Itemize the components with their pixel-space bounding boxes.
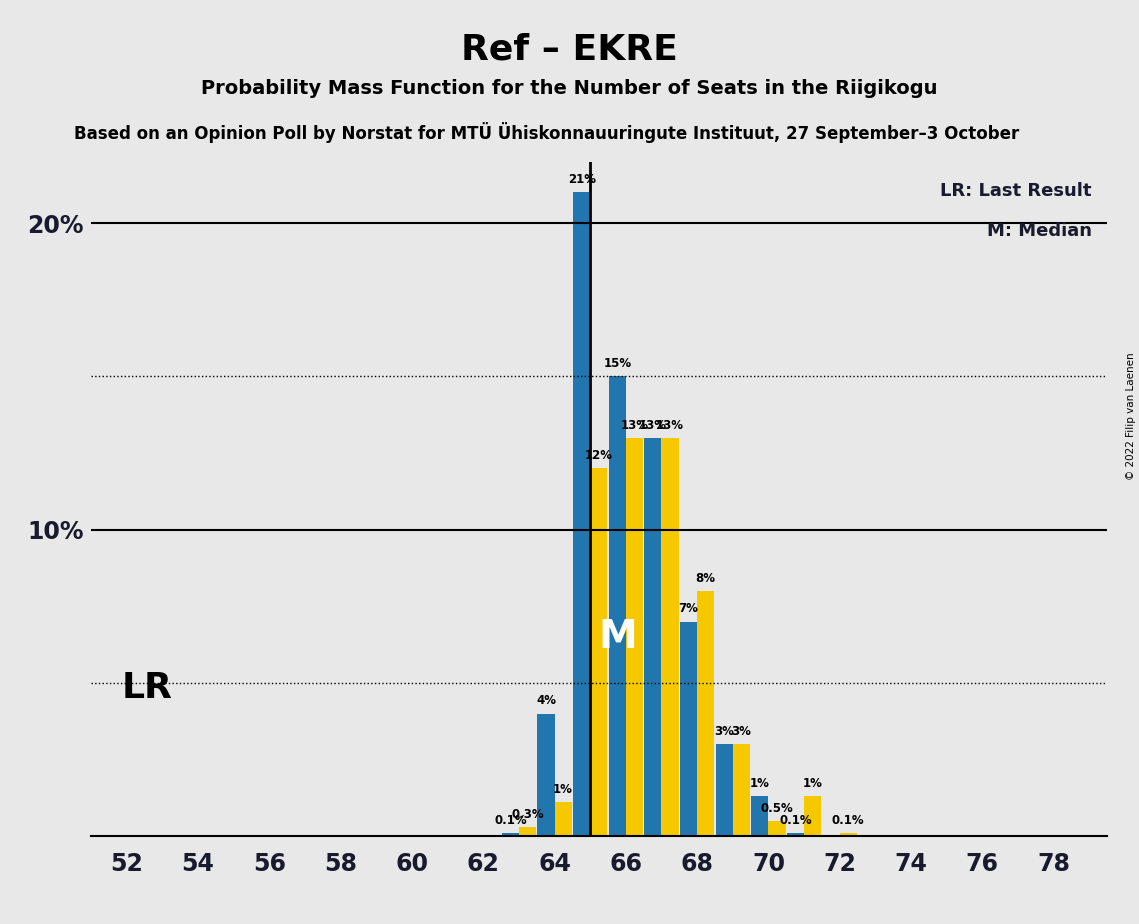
Text: 0.5%: 0.5%: [761, 802, 794, 815]
Text: 12%: 12%: [584, 449, 613, 462]
Text: LR: Last Result: LR: Last Result: [941, 182, 1092, 200]
Bar: [787, 833, 804, 836]
Bar: [538, 713, 555, 836]
Text: 13%: 13%: [639, 419, 667, 432]
Text: 3%: 3%: [714, 725, 735, 738]
Text: © 2022 Filip van Laenen: © 2022 Filip van Laenen: [1126, 352, 1136, 480]
Text: 0.1%: 0.1%: [494, 814, 526, 827]
Text: 0.1%: 0.1%: [831, 814, 865, 827]
Text: 7%: 7%: [679, 602, 698, 615]
Bar: [839, 833, 857, 836]
Bar: [662, 438, 679, 836]
Bar: [680, 622, 697, 836]
Text: M: M: [598, 618, 637, 656]
Bar: [804, 796, 821, 836]
Text: Probability Mass Function for the Number of Seats in the Riigikogu: Probability Mass Function for the Number…: [202, 79, 937, 98]
Text: LR: LR: [122, 671, 172, 705]
Bar: [573, 192, 590, 836]
Text: Ref – EKRE: Ref – EKRE: [461, 32, 678, 67]
Bar: [555, 802, 572, 836]
Bar: [645, 438, 662, 836]
Bar: [752, 796, 769, 836]
Text: 1%: 1%: [803, 777, 822, 790]
Text: M: Median: M: Median: [986, 223, 1092, 240]
Text: 13%: 13%: [621, 419, 648, 432]
Text: 0.3%: 0.3%: [511, 808, 543, 821]
Bar: [697, 591, 714, 836]
Text: 1%: 1%: [554, 784, 573, 796]
Text: 13%: 13%: [656, 419, 685, 432]
Bar: [769, 821, 786, 836]
Bar: [715, 744, 732, 836]
Text: 8%: 8%: [696, 572, 715, 585]
Text: 15%: 15%: [604, 358, 631, 371]
Bar: [608, 376, 625, 836]
Text: 3%: 3%: [731, 725, 752, 738]
Text: 1%: 1%: [749, 777, 770, 790]
Bar: [625, 438, 642, 836]
Text: 21%: 21%: [567, 173, 596, 187]
Text: 0.1%: 0.1%: [779, 814, 812, 827]
Bar: [519, 827, 536, 836]
Bar: [502, 833, 519, 836]
Text: 4%: 4%: [536, 695, 556, 708]
Text: Based on an Opinion Poll by Norstat for MTÜ Ühiskonnauuringute Instituut, 27 Sep: Based on an Opinion Poll by Norstat for …: [74, 122, 1019, 143]
Bar: [590, 468, 607, 836]
Bar: [732, 744, 749, 836]
